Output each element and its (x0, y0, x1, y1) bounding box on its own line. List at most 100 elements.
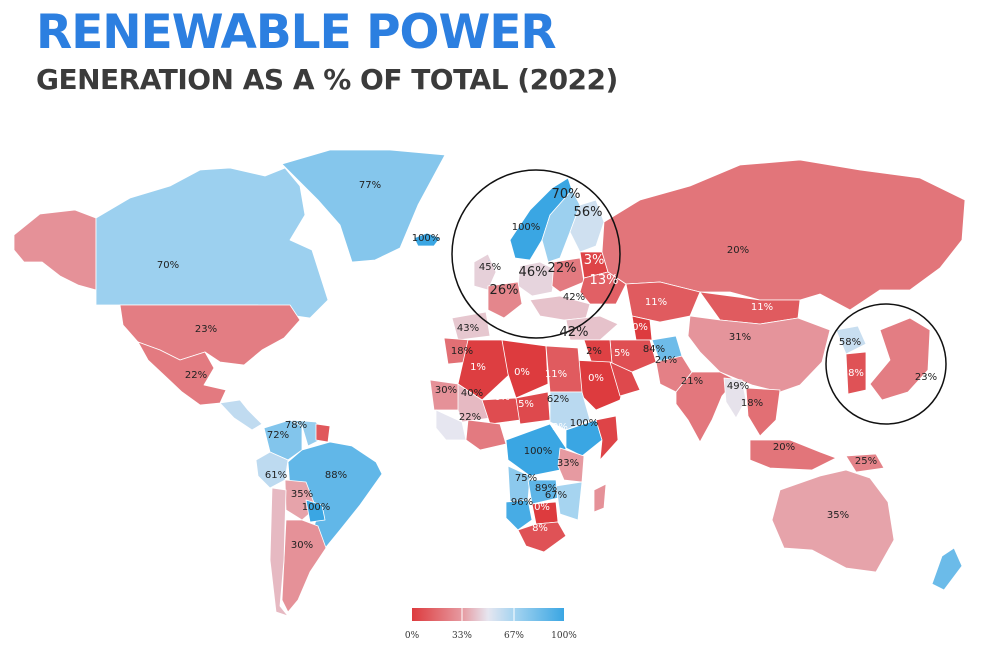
label-italy: 42% (560, 325, 589, 340)
label-algeria: 1% (470, 362, 486, 373)
label-colombia: 78% (285, 420, 307, 431)
label-niger: 6% (494, 392, 510, 403)
region-kenya (557, 447, 585, 483)
label-germany: 46% (519, 265, 548, 280)
region-alaska (13, 209, 97, 291)
label-greenland: 77% (359, 180, 381, 191)
region-madagascar (593, 483, 607, 513)
label-mali: 40% (461, 388, 483, 399)
label-morocco: 18% (451, 346, 473, 357)
region-central-america (219, 399, 263, 431)
region-png (845, 453, 885, 473)
label-finland: 56% (574, 205, 603, 220)
region-namibia (505, 499, 533, 531)
region-paraguay (305, 499, 326, 523)
label-japan: 23% (915, 372, 937, 383)
label-angola: 75% (515, 473, 537, 484)
region-gulf (609, 361, 641, 397)
label-kazakhstan: 11% (645, 297, 667, 308)
europe-inset-circle (451, 169, 621, 339)
label-gulf: 5% (614, 348, 630, 359)
label-kenya: 33% (557, 458, 579, 469)
label-south-africa: 8% (532, 523, 548, 534)
region-guiana (315, 423, 331, 443)
region-australia (771, 469, 895, 573)
region-greenland (281, 149, 446, 263)
region-indonesia (749, 439, 837, 471)
label-turkey: 42% (563, 292, 585, 303)
label-botswana: 0% (534, 502, 550, 513)
label-australia: 35% (827, 510, 849, 521)
label-chad: 5% (518, 399, 534, 410)
region-argentina (281, 519, 327, 613)
label-mozambique: 67% (545, 490, 567, 501)
east-asia-inset-circle (825, 303, 947, 425)
label-libya: 0% (514, 367, 530, 378)
region-west-africa (435, 409, 467, 441)
region-iceland (413, 232, 441, 247)
label-pakistan: 24% (655, 355, 677, 366)
region-north-korea (835, 325, 867, 355)
region-mali (457, 383, 491, 423)
map-subtitle: GENERATION AS A % OF TOTAL (2022) (36, 63, 618, 96)
legend-tick-67: 67% (504, 631, 524, 641)
label-mexico: 22% (185, 370, 207, 381)
region-turkey (565, 315, 619, 341)
region-new-zealand (931, 547, 963, 591)
label-ethiopia: 100% (570, 418, 599, 429)
label-venezuela: 72% (267, 430, 289, 441)
label-iraq: 2% (586, 346, 602, 357)
label-spain: 43% (457, 323, 479, 334)
region-libya (501, 339, 549, 399)
legend-tick-0: 0% (405, 631, 420, 641)
region-france (487, 281, 523, 319)
label-brazil: 88% (325, 470, 347, 481)
region-mozambique (555, 481, 583, 521)
region-somalia (595, 415, 619, 461)
label-ecuador: 61% (265, 470, 287, 481)
label-norway: 100% (512, 222, 541, 233)
label-argentina: 30% (291, 540, 313, 551)
label-indonesia: 20% (773, 442, 795, 453)
label-iceland: 100% (412, 233, 441, 244)
label-myanmar: 49% (727, 381, 749, 392)
label-sweden: 70% (552, 187, 581, 202)
label-congo: 100% (524, 446, 553, 457)
label-south-korea: 8% (848, 368, 864, 379)
region-nigeria (465, 419, 507, 451)
region-myanmar (723, 377, 747, 419)
label-nigeria: 22% (459, 412, 481, 423)
label-egypt: 11% (545, 369, 567, 380)
region-south-africa (517, 521, 567, 553)
label-mongolia: 11% (751, 302, 773, 313)
label-north-korea: 58% (839, 337, 861, 348)
legend: 0% 33% 67% 100% (405, 608, 577, 641)
label-turkmenistan: 0% (632, 322, 648, 333)
region-chile (269, 487, 289, 617)
label-canada: 70% (157, 260, 179, 271)
label-ukraine: 13% (590, 273, 619, 288)
legend-tick-33: 33% (452, 631, 472, 641)
region-uk (473, 253, 497, 291)
region-japan (869, 317, 931, 401)
region-spain (451, 311, 491, 341)
region-china (687, 315, 831, 393)
label-sudan: 62% (547, 394, 569, 405)
region-poland (551, 257, 585, 293)
label-paraguay: 100% (302, 502, 331, 513)
legend-tick-100: 100% (551, 631, 577, 641)
region-vietnam (745, 387, 781, 437)
label-vietnam: 18% (741, 398, 763, 409)
label-mauritania: 30% (435, 385, 457, 396)
label-namibia: 96% (511, 497, 533, 508)
legend-bar (412, 608, 564, 621)
label-saudi-arabia: 0% (588, 373, 604, 384)
region-india (675, 371, 737, 443)
label-iran: 7% (618, 324, 634, 335)
label-france: 26% (490, 283, 519, 298)
label-india: 21% (681, 376, 703, 387)
label-belarus: 3% (584, 253, 605, 268)
region-canada (95, 167, 329, 324)
label-poland: 22% (548, 261, 577, 276)
